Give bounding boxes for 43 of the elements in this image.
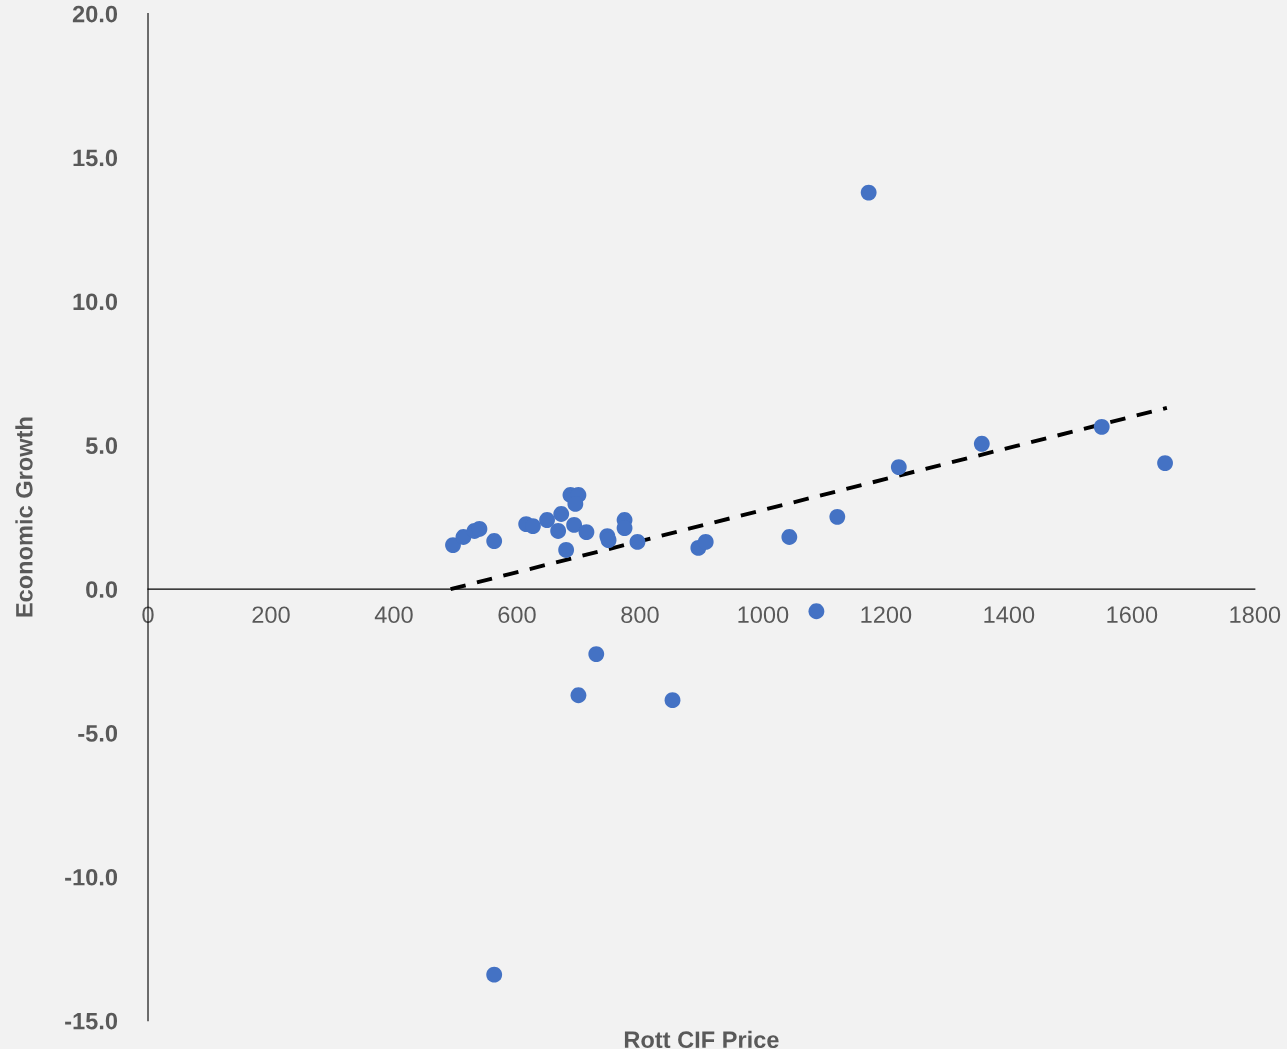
x-tick-label: 1600 (1107, 606, 1158, 624)
point (697, 533, 714, 550)
point (525, 518, 541, 534)
point (558, 542, 575, 558)
point (486, 966, 503, 983)
point (588, 646, 605, 663)
x-tick-label: 1000 (738, 606, 789, 624)
point (578, 524, 595, 541)
point (445, 537, 461, 553)
point (1093, 418, 1110, 435)
point (664, 692, 681, 709)
y-tick-label: 15.0 (73, 149, 118, 167)
point (781, 529, 798, 545)
x-tick-label: 400 (374, 606, 413, 624)
y-tick-label: -5.0 (78, 725, 118, 742)
y-tick-label: -15.0 (65, 1012, 118, 1030)
point (486, 533, 503, 549)
point (471, 521, 488, 537)
y-tick-label: 20.0 (72, 5, 118, 23)
x-tick-label: 1400 (984, 606, 1035, 624)
point (890, 459, 907, 476)
x-tick-label: 800 (621, 606, 659, 624)
y-tick-label: -10.0 (65, 868, 118, 886)
x-tick-label: 200 (252, 606, 290, 624)
point (553, 506, 570, 522)
point (570, 687, 587, 704)
y-tick-label: 10.0 (73, 293, 118, 311)
point (629, 533, 646, 550)
y-axis-title: Economic Growth (15, 417, 33, 617)
y-tick-label: 0.0 (86, 581, 118, 598)
x-tick-label: 1200 (861, 606, 912, 624)
point (550, 523, 567, 539)
point (860, 184, 877, 201)
point (1157, 455, 1173, 471)
x-tick-label: 600 (498, 606, 536, 624)
point (539, 512, 555, 528)
point (829, 508, 846, 525)
x-tick-label: 1800 (1230, 606, 1281, 624)
point (566, 517, 583, 533)
point (973, 435, 990, 452)
y-tick-label: 5.0 (85, 437, 118, 455)
x-axis-title: Rott CIF Price (624, 1030, 779, 1049)
point (808, 603, 825, 620)
